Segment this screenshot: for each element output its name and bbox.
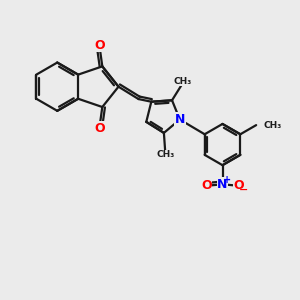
Text: CH₃: CH₃ <box>263 121 282 130</box>
Text: O: O <box>233 179 244 192</box>
Text: +: + <box>223 175 231 184</box>
Text: O: O <box>94 39 105 52</box>
Text: O: O <box>94 122 105 135</box>
Text: N: N <box>175 113 185 126</box>
Text: CH₃: CH₃ <box>156 150 175 159</box>
Text: N: N <box>217 178 228 191</box>
Text: −: − <box>239 185 248 195</box>
Text: O: O <box>201 179 211 192</box>
Text: CH₃: CH₃ <box>174 77 192 86</box>
